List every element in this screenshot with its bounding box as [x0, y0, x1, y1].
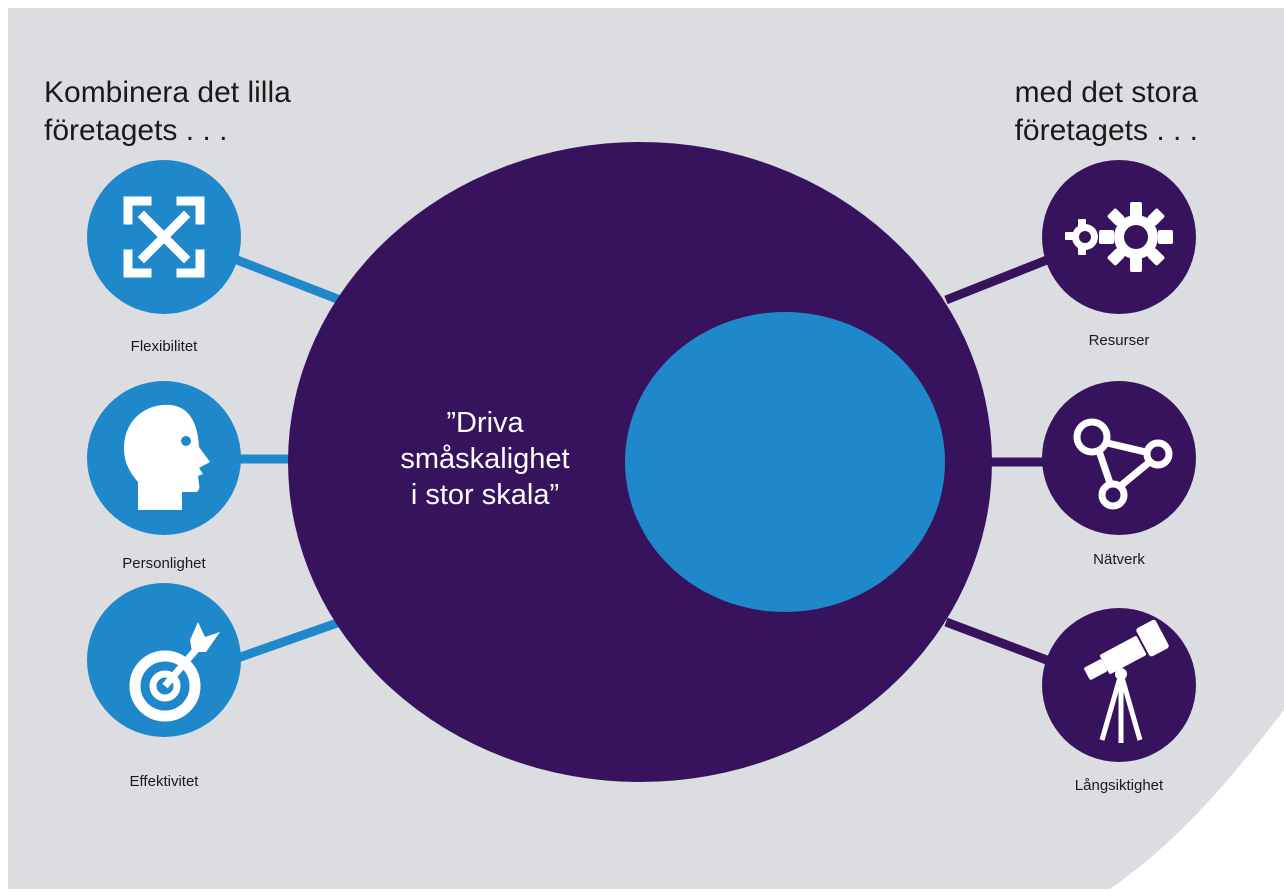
quote-line-1: ”Driva: [446, 407, 524, 439]
expand-arrows-icon: [123, 196, 205, 278]
personlighet-badge: [87, 381, 241, 535]
heading-right-line2: företagets . . .: [1014, 114, 1198, 147]
head-profile-icon: [124, 404, 210, 510]
heading-right: med det stora företagets . . .: [1015, 74, 1198, 150]
label-resurser: Resurser: [1088, 332, 1150, 349]
label-langsiktighet: Långsiktighet: [1074, 777, 1164, 794]
connector-langsiktighet: [944, 617, 1054, 667]
telescope-icon: [1084, 619, 1169, 743]
heading-left: Kombinera det lilla företagets . . .: [44, 74, 291, 150]
connector-resurser: [944, 253, 1054, 305]
quote-line-2: småskalighet: [400, 443, 570, 475]
resurser-badge: [1042, 160, 1196, 314]
network-icon: [1073, 418, 1173, 510]
label-natverk: Nätverk: [1093, 551, 1145, 568]
label-personlighet: Personlighet: [122, 555, 206, 572]
label-effektivitet: Effektivitet: [129, 773, 199, 790]
small-company-circle: [625, 312, 945, 612]
center-quote: ”Driva småskalighet i stor skala”: [365, 405, 605, 513]
connector-effektivitet: [230, 617, 342, 665]
gears-icon: [1065, 202, 1173, 272]
label-flexibilitet: Flexibilitet: [130, 338, 198, 355]
heading-left-line2: företagets . . .: [44, 114, 228, 147]
langsiktighet-badge: [1042, 608, 1196, 762]
heading-left-line1: Kombinera det lilla: [44, 76, 291, 109]
flexibilitet-badge: [87, 160, 241, 314]
connector-flexibilitet: [230, 253, 342, 305]
target-arrow-icon: [129, 622, 220, 722]
quote-line-3: i stor skala”: [410, 479, 560, 511]
eye-dot: [181, 436, 191, 446]
effektivitet-badge: [87, 583, 241, 737]
natverk-badge: [1042, 381, 1196, 535]
heading-right-line1: med det stora: [1014, 76, 1198, 109]
